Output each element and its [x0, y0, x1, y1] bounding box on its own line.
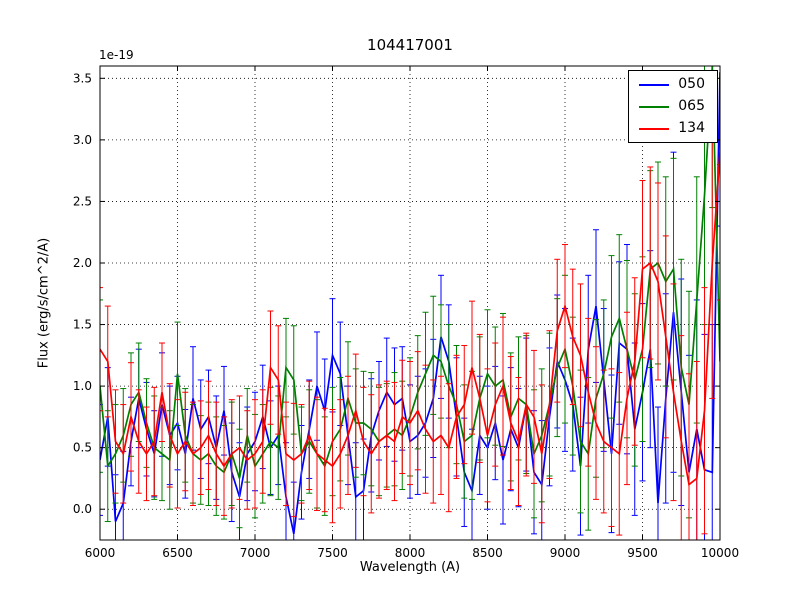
chart-title: 104417001: [367, 36, 453, 54]
legend-entry-065: 065: [639, 98, 705, 115]
tick-labels: 6000 6500 7000 7500 8000 8500 9000 9500 10000 0.0…: [73, 71, 739, 560]
x-tick-label: 6500: [162, 546, 193, 560]
y-tick-label: 1.0: [73, 379, 92, 393]
x-tick-label: 7500: [317, 546, 348, 560]
y-axis-offset-label: 1e-19: [99, 48, 134, 62]
x-tick-label: 9500: [627, 546, 658, 560]
axes-frame: [99, 65, 721, 541]
legend-entry-134: 134: [639, 120, 705, 137]
legend-label-134: 134: [678, 120, 705, 136]
legend-label-065: 065: [678, 98, 705, 114]
series-134-line: [100, 152, 720, 487]
y-tick-label: 1.5: [73, 318, 92, 332]
x-tick-label: 7000: [240, 546, 271, 560]
series-134: [100, 66, 720, 540]
x-tick-label: 9000: [550, 546, 581, 560]
y-tick-label: 2.5: [73, 194, 92, 208]
y-tick-label: 3.0: [73, 133, 92, 147]
y-tick-label: 0.0: [73, 502, 92, 516]
y-tick-label: 0.5: [73, 441, 92, 455]
legend-line-sample-065: [639, 105, 670, 108]
y-tick-label: 2.0: [73, 256, 92, 270]
x-tick-label: 8500: [472, 546, 503, 560]
legend-label-050: 050: [678, 76, 705, 92]
legend-line-sample-050: [639, 83, 670, 86]
legend-entry-050: 050: [639, 76, 705, 93]
y-axis-label: Flux (erg/s/cm^2/A): [36, 237, 52, 369]
x-tick-label: 10000: [701, 546, 739, 560]
y-tick-label: 3.5: [73, 71, 92, 85]
legend-line-sample-134: [639, 127, 670, 130]
legend: 050 065 134: [628, 70, 718, 143]
x-tick-label: 6000: [85, 546, 116, 560]
x-axis-label: Wavelength (A): [359, 560, 461, 575]
x-tick-label: 8000: [395, 546, 426, 560]
